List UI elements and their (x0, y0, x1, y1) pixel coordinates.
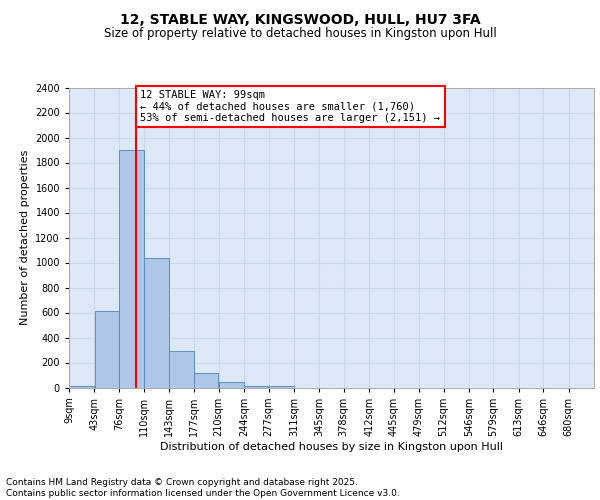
Y-axis label: Number of detached properties: Number of detached properties (20, 150, 29, 325)
Bar (69, 386, 94, 388)
Bar (119, 150, 144, 388)
Bar (95, 311, 119, 388)
Text: 12 STABLE WAY: 99sqm
← 44% of detached houses are smaller (1,760)
53% of semi-de: 12 STABLE WAY: 99sqm ← 44% of detached h… (140, 90, 440, 123)
Bar (244, 386, 268, 388)
Bar (194, 373, 218, 388)
X-axis label: Distribution of detached houses by size in Kingston upon Hull: Distribution of detached houses by size … (160, 442, 503, 452)
Bar (145, 258, 169, 388)
Text: 12, STABLE WAY, KINGSWOOD, HULL, HU7 3FA: 12, STABLE WAY, KINGSWOOD, HULL, HU7 3FA (119, 12, 481, 26)
Bar (169, 351, 194, 388)
Text: Size of property relative to detached houses in Kingston upon Hull: Size of property relative to detached ho… (104, 28, 496, 40)
Bar (269, 386, 293, 388)
Bar (219, 382, 244, 388)
Text: Contains HM Land Registry data © Crown copyright and database right 2025.
Contai: Contains HM Land Registry data © Crown c… (6, 478, 400, 498)
